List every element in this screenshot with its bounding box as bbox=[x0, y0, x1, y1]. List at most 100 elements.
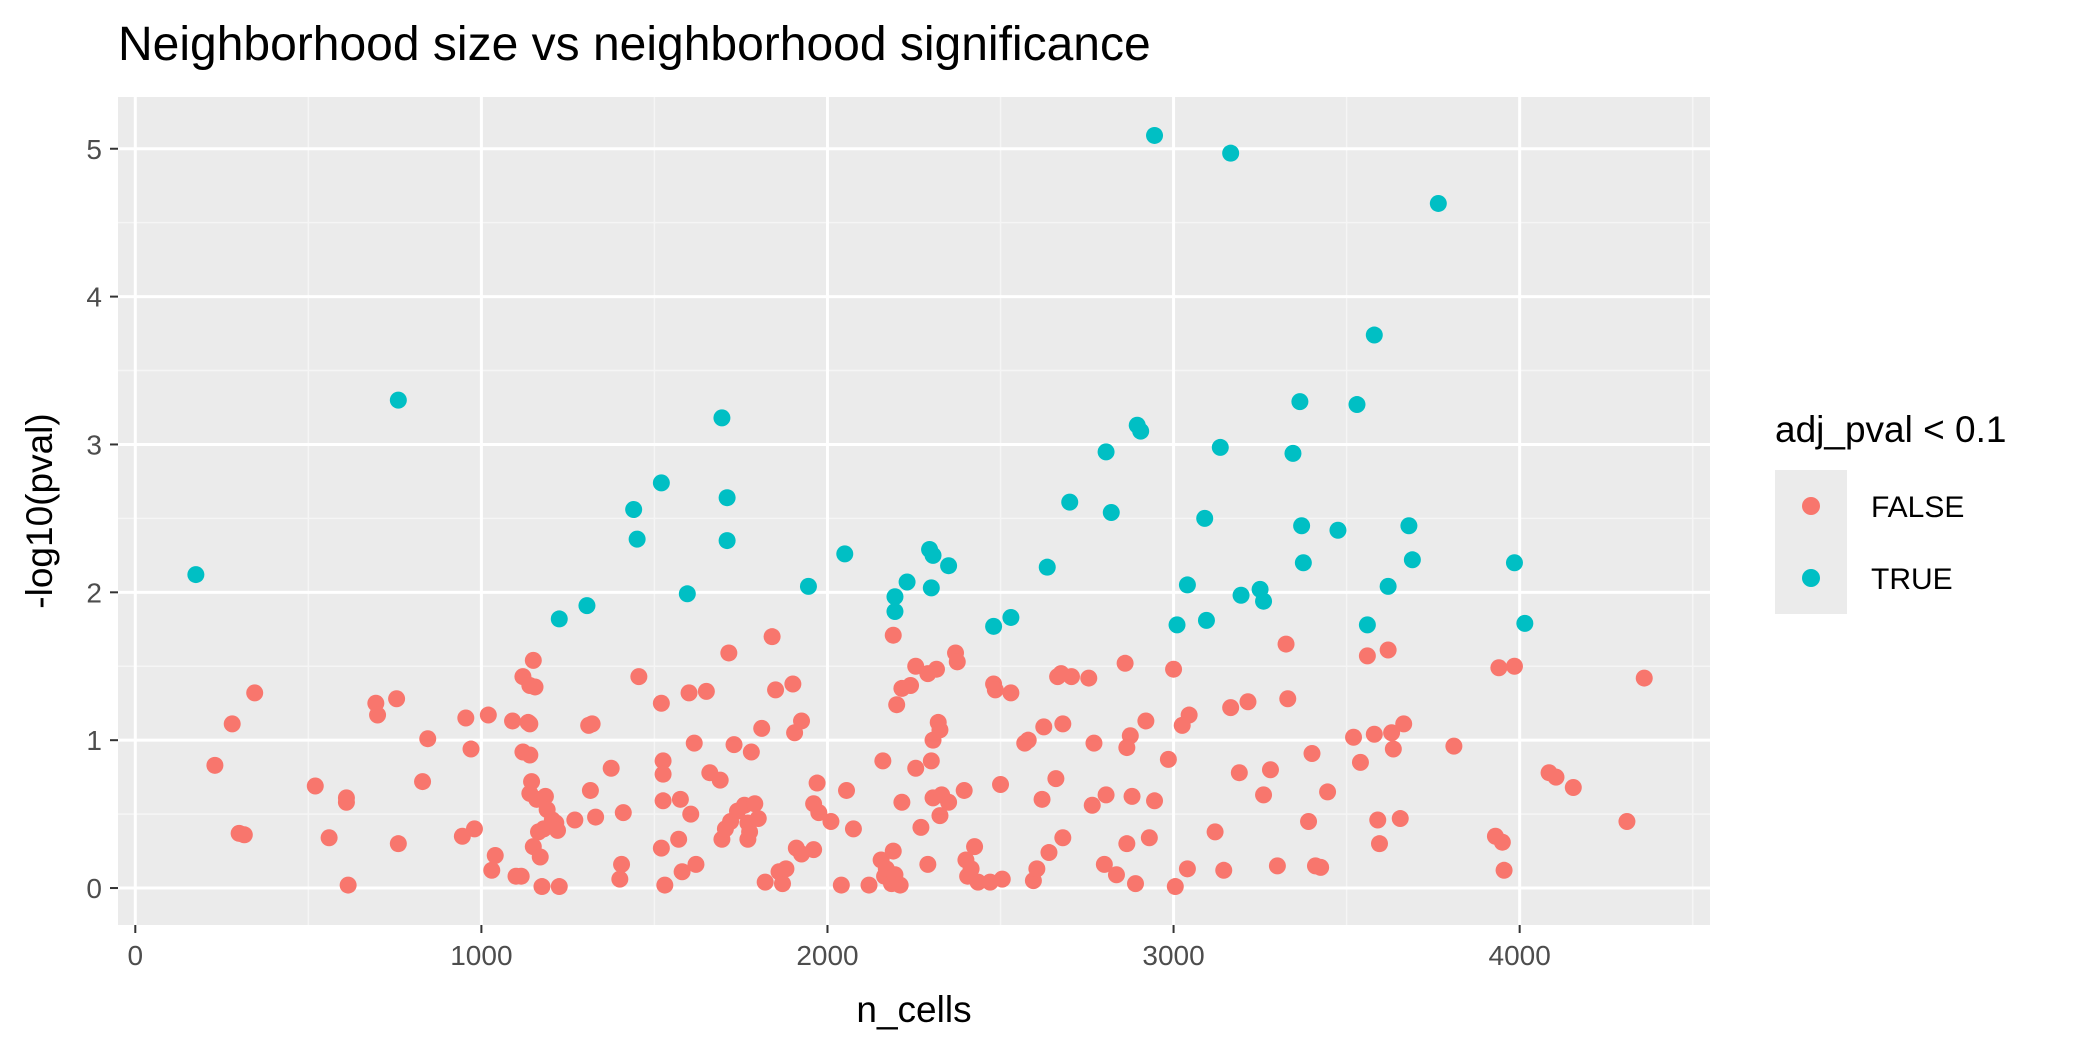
data-point-false bbox=[1180, 706, 1198, 724]
data-point-true bbox=[1197, 611, 1215, 629]
data-point-false bbox=[720, 644, 738, 662]
data-point-false bbox=[1080, 669, 1098, 687]
data-point-false bbox=[931, 807, 949, 825]
legend-label-false: FALSE bbox=[1871, 491, 1964, 524]
data-point-false bbox=[1040, 844, 1058, 862]
data-point-true bbox=[1516, 614, 1534, 632]
data-point-false bbox=[1300, 813, 1318, 830]
data-point-false bbox=[680, 684, 698, 702]
data-point-false bbox=[235, 826, 253, 844]
data-point-true bbox=[1365, 326, 1383, 344]
series-false-points bbox=[206, 626, 1653, 896]
data-point-false bbox=[654, 765, 672, 783]
data-point-false bbox=[246, 684, 264, 702]
data-point-false bbox=[682, 805, 700, 823]
data-point-false bbox=[884, 842, 902, 860]
data-point-false bbox=[337, 793, 355, 811]
data-point-false bbox=[1146, 792, 1164, 810]
data-point-true bbox=[628, 530, 646, 548]
data-point-true bbox=[1293, 517, 1311, 535]
data-point-false bbox=[462, 740, 480, 758]
data-point-false bbox=[1384, 740, 1402, 758]
data-point-false bbox=[320, 829, 338, 847]
data-point-false bbox=[1351, 753, 1369, 771]
data-point-false bbox=[962, 860, 980, 878]
data-point-false bbox=[523, 773, 541, 791]
data-point-false bbox=[457, 709, 475, 727]
data-point-false bbox=[969, 873, 987, 891]
data-point-false bbox=[414, 773, 432, 791]
x-tick-label: 2000 bbox=[796, 940, 858, 971]
data-point-false bbox=[223, 715, 241, 733]
data-point-false bbox=[483, 861, 501, 879]
data-point-false bbox=[687, 855, 705, 873]
data-point-false bbox=[389, 835, 407, 853]
data-point-false bbox=[611, 870, 629, 888]
data-point-true bbox=[922, 579, 940, 597]
data-point-false bbox=[1062, 668, 1080, 686]
data-point-false bbox=[1618, 813, 1636, 830]
data-point-true bbox=[625, 501, 643, 519]
data-point-true bbox=[1196, 509, 1214, 527]
data-point-false bbox=[773, 875, 791, 893]
data-point-false bbox=[656, 876, 674, 894]
data-point-false bbox=[602, 759, 620, 777]
data-point-false bbox=[521, 715, 539, 733]
y-tick-label: 5 bbox=[86, 134, 102, 165]
data-point-true bbox=[1146, 126, 1164, 144]
data-point-false bbox=[955, 781, 973, 799]
data-point-false bbox=[536, 787, 554, 805]
legend-key-false bbox=[1802, 497, 1820, 515]
data-point-true bbox=[924, 546, 942, 564]
data-point-true bbox=[1061, 493, 1079, 511]
data-point-false bbox=[1035, 718, 1053, 736]
data-point-false bbox=[893, 793, 911, 811]
data-point-false bbox=[1215, 861, 1233, 879]
data-point-false bbox=[1495, 861, 1513, 879]
data-point-false bbox=[986, 681, 1004, 699]
data-point-false bbox=[524, 651, 542, 669]
data-point-false bbox=[1369, 811, 1387, 829]
data-point-true bbox=[898, 573, 916, 591]
data-point-true bbox=[836, 545, 854, 563]
x-axis-title: n_cells bbox=[856, 989, 971, 1030]
data-point-false bbox=[940, 793, 958, 811]
data-point-false bbox=[1126, 875, 1144, 893]
legend: adj_pval < 0.1 FALSE TRUE bbox=[1775, 409, 2006, 614]
data-point-true bbox=[1400, 517, 1418, 535]
y-tick-label: 0 bbox=[86, 873, 102, 904]
data-point-false bbox=[419, 730, 437, 748]
data-point-false bbox=[1230, 764, 1248, 782]
data-point-false bbox=[388, 690, 406, 708]
data-point-false bbox=[746, 795, 764, 813]
data-point-true bbox=[1211, 438, 1229, 456]
data-point-false bbox=[465, 820, 483, 838]
data-point-false bbox=[948, 653, 966, 671]
data-point-false bbox=[822, 813, 840, 830]
data-point-false bbox=[902, 676, 920, 694]
data-point-false bbox=[549, 821, 567, 839]
data-point-false bbox=[993, 870, 1011, 888]
data-point-false bbox=[521, 746, 539, 764]
legend-key-true bbox=[1802, 569, 1820, 587]
data-point-false bbox=[1261, 761, 1279, 779]
data-point-false bbox=[533, 878, 551, 896]
data-point-true bbox=[652, 474, 670, 492]
data-point-true bbox=[1038, 558, 1056, 576]
data-point-true bbox=[550, 610, 568, 628]
data-point-false bbox=[1047, 770, 1065, 788]
data-point-false bbox=[1159, 750, 1177, 768]
data-point-false bbox=[860, 876, 878, 894]
data-point-false bbox=[777, 860, 795, 878]
data-point-true bbox=[1358, 616, 1376, 634]
data-point-false bbox=[369, 706, 387, 724]
data-point-false bbox=[784, 675, 802, 693]
data-point-false bbox=[531, 848, 549, 866]
data-point-false bbox=[1206, 823, 1224, 841]
data-point-false bbox=[1379, 641, 1397, 659]
data-point-false bbox=[1365, 725, 1383, 743]
data-point-false bbox=[741, 823, 759, 841]
data-point-false bbox=[793, 712, 811, 730]
y-tick-label: 3 bbox=[86, 429, 102, 460]
